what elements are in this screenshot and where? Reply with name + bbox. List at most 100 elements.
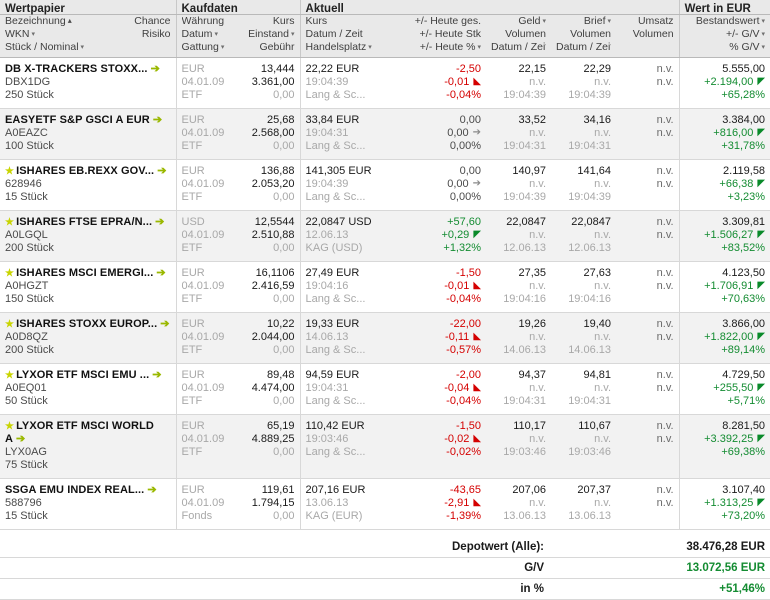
open-detail-arrow-icon[interactable]: ➔ bbox=[16, 433, 26, 445]
sort-geld[interactable]: Geld ▾ bbox=[491, 15, 546, 28]
cell-wert-in-eur: 3.309,81 +1.506,27 ◤ +83,52% bbox=[678, 210, 770, 262]
buy-total: 4.474,00 bbox=[251, 382, 295, 394]
sort-einstand[interactable]: Einstand ▾ bbox=[242, 28, 294, 41]
cell-geld: 207,06 n.v. 13.06.13 bbox=[486, 478, 552, 530]
cell-waehrung: USD 04.01.09 ETF bbox=[175, 210, 237, 262]
cell-geld: 33,52 n.v. 19:04:31 bbox=[486, 108, 552, 160]
security-name[interactable]: SSGA EMU INDEX REAL... ➔ bbox=[5, 484, 171, 497]
bid-volume: n.v. bbox=[529, 280, 547, 292]
totals-row: in % +51,46% bbox=[0, 578, 770, 600]
open-detail-arrow-icon[interactable]: ➔ bbox=[155, 216, 165, 228]
table-row[interactable]: ★ LYXOR ETF MSCI EMU ... ➔ A0EQ01 50 Stück EU… bbox=[0, 363, 770, 415]
open-detail-arrow-icon[interactable]: ➔ bbox=[157, 165, 167, 177]
bid-time: 19:04:16 bbox=[503, 293, 547, 305]
security-quantity: 15 Stück bbox=[5, 191, 48, 203]
sort-bestandswert[interactable]: Bestandswert ▾ bbox=[685, 15, 765, 28]
favorite-star-icon[interactable]: ★ bbox=[5, 370, 15, 381]
table-row[interactable]: EASYETF S&P GSCI A EUR ➔ A0EAZC 100 Stück EU… bbox=[0, 108, 770, 160]
security-name[interactable]: ★ ISHARES STOXX EUROP... ➔ bbox=[5, 318, 171, 331]
bid-time: 19:04:39 bbox=[503, 89, 547, 101]
cell-kurs-aktuell: 207,16 EUR 13.06.13 KAG (EUR) bbox=[299, 478, 402, 530]
hdr-datum-zeit: Datum / Zeit bbox=[306, 28, 397, 41]
table-row[interactable]: ★ ISHARES FTSE EPRA/N... ➔ A0LGQL 200 Stück U… bbox=[0, 210, 770, 262]
table-row[interactable]: ★ LYXOR ETF MSCI WORLD A ➔ LYX0AG 75 Stück EU… bbox=[0, 414, 770, 479]
security-name[interactable]: DB X-TRACKERS STOXX... ➔ bbox=[5, 63, 171, 76]
security-name[interactable]: ★ LYXOR ETF MSCI WORLD A ➔ bbox=[5, 420, 171, 446]
trend-up-icon: ◤ bbox=[757, 280, 766, 292]
trading-venue: Lang & Sc... bbox=[305, 395, 366, 407]
open-detail-arrow-icon[interactable]: ➔ bbox=[147, 484, 157, 496]
totals-value: 38.476,28 EUR bbox=[549, 537, 770, 558]
security-name[interactable]: ★ ISHARES FTSE EPRA/N... ➔ bbox=[5, 216, 171, 229]
hdr-geld-datum: Datum / Zeit bbox=[491, 41, 546, 54]
profit-loss-absolute: +66,38 ◤ bbox=[719, 178, 766, 190]
cell-wert-in-eur: 2.119,58 +66,38 ◤ +3,23% bbox=[678, 159, 770, 211]
sort-brief[interactable]: Brief ▾ bbox=[556, 15, 611, 28]
open-detail-arrow-icon[interactable]: ➔ bbox=[152, 114, 163, 126]
sort-handelsplatz[interactable]: Handelsplatz ▾ bbox=[306, 41, 397, 54]
turnover: n.v. bbox=[656, 318, 674, 330]
security-name[interactable]: ★ ISHARES MSCI EMERGI... ➔ bbox=[5, 267, 171, 280]
change-today-total: -2,50 bbox=[455, 63, 482, 75]
trading-venue: Lang & Sc... bbox=[305, 191, 366, 203]
security-name[interactable]: ★ ISHARES EB.REXX GOV... ➔ bbox=[5, 165, 171, 178]
security-name[interactable]: EASYETF S&P GSCI A EUR ➔ bbox=[5, 114, 171, 127]
open-detail-arrow-icon[interactable]: ➔ bbox=[152, 369, 162, 381]
security-name[interactable]: ★ LYXOR ETF MSCI EMU ... ➔ bbox=[5, 369, 171, 382]
current-price-time: 19:04:31 bbox=[305, 382, 349, 394]
security-wkn: LYX0AG bbox=[5, 446, 47, 458]
table-row[interactable]: ★ ISHARES MSCI EMERGI... ➔ A0HGZT 150 Stück E… bbox=[0, 261, 770, 313]
security-wkn: A0HGZT bbox=[5, 280, 49, 292]
favorite-star-icon[interactable]: ★ bbox=[5, 166, 15, 177]
totals-value: 13.072,56 EUR bbox=[549, 557, 770, 579]
sort-bezeichnung[interactable]: Bezeichnung ▴ Chance bbox=[5, 15, 171, 28]
sort-heute-pct[interactable]: +/- Heute % ▾ bbox=[406, 41, 481, 54]
current-price-time: 19:03:46 bbox=[305, 433, 349, 445]
favorite-star-icon[interactable]: ★ bbox=[5, 319, 15, 330]
trend-up-icon: ◤ bbox=[757, 178, 766, 190]
favorite-star-icon[interactable]: ★ bbox=[5, 268, 15, 279]
turnover-volume: n.v. bbox=[656, 280, 674, 292]
hdr-geld-volumen: Volumen bbox=[491, 28, 546, 41]
cell-waehrung: EUR 04.01.09 ETF bbox=[175, 108, 237, 160]
turnover: n.v. bbox=[656, 420, 674, 432]
sort-desc-icon: ▾ bbox=[368, 43, 372, 51]
sort-wkn[interactable]: WKN ▾ Risiko bbox=[5, 28, 171, 41]
cell-kurs-aktuell: 27,49 EUR 19:04:16 Lang & Sc... bbox=[299, 261, 402, 313]
hdr-heute-ges: +/- Heute ges. bbox=[406, 15, 481, 28]
totals-value: +51,46% bbox=[549, 578, 770, 600]
sort-gv-pct[interactable]: % G/V ▾ bbox=[685, 41, 765, 54]
sort-gv-abs[interactable]: +/- G/V ▾ bbox=[685, 28, 765, 41]
sort-gattung[interactable]: Gattung ▾ bbox=[182, 41, 233, 54]
favorite-star-icon[interactable]: ★ bbox=[5, 421, 15, 432]
buy-total: 2.053,20 bbox=[251, 178, 295, 190]
trend-down-icon: ◣ bbox=[473, 497, 482, 509]
current-price: 94,59 EUR bbox=[305, 369, 360, 381]
current-price: 110,42 EUR bbox=[305, 420, 365, 432]
table-row[interactable]: ★ ISHARES EB.REXX GOV... ➔ 628946 15 Stück EU… bbox=[0, 159, 770, 211]
cell-kurs-kauf: 119,61 1.794,15 0,00 bbox=[237, 478, 301, 530]
sort-kaufdatum[interactable]: Datum ▾ bbox=[182, 28, 233, 41]
security-quantity: 15 Stück bbox=[5, 510, 48, 522]
position-value: 5.555,00 bbox=[722, 63, 766, 75]
buy-date: 04.01.09 bbox=[181, 280, 225, 292]
sort-stueck-nominal[interactable]: Stück / Nominal ▾ bbox=[5, 41, 171, 54]
open-detail-arrow-icon[interactable]: ➔ bbox=[150, 63, 160, 75]
security-quantity: 250 Stück bbox=[5, 89, 54, 101]
trend-up-icon: ◤ bbox=[757, 76, 766, 88]
trend-up-icon: ◤ bbox=[757, 382, 766, 394]
table-row[interactable]: ★ ISHARES STOXX EUROP... ➔ A0D8QZ 200 Stück E… bbox=[0, 312, 770, 364]
col-brief: Brief ▾ Volumen Datum / Zeit bbox=[551, 14, 617, 58]
hdr-datum-label: Datum bbox=[181, 28, 213, 40]
cell-heute: -22,00 -0,11 ◣ -0,57% bbox=[401, 312, 487, 364]
security-type: ETF bbox=[181, 395, 203, 407]
open-detail-arrow-icon[interactable]: ➔ bbox=[156, 267, 166, 279]
ask-time: 19:04:16 bbox=[568, 293, 612, 305]
bid-price: 110,17 bbox=[513, 420, 547, 432]
turnover: n.v. bbox=[656, 484, 674, 496]
favorite-star-icon[interactable]: ★ bbox=[5, 217, 15, 228]
cell-umsatz: n.v. n.v. bbox=[616, 414, 680, 479]
table-row[interactable]: SSGA EMU INDEX REAL... ➔ 588796 15 Stück EUR… bbox=[0, 478, 770, 530]
table-row[interactable]: DB X-TRACKERS STOXX... ➔ DBX1DG 250 Stück EU… bbox=[0, 57, 770, 109]
open-detail-arrow-icon[interactable]: ➔ bbox=[160, 318, 170, 330]
